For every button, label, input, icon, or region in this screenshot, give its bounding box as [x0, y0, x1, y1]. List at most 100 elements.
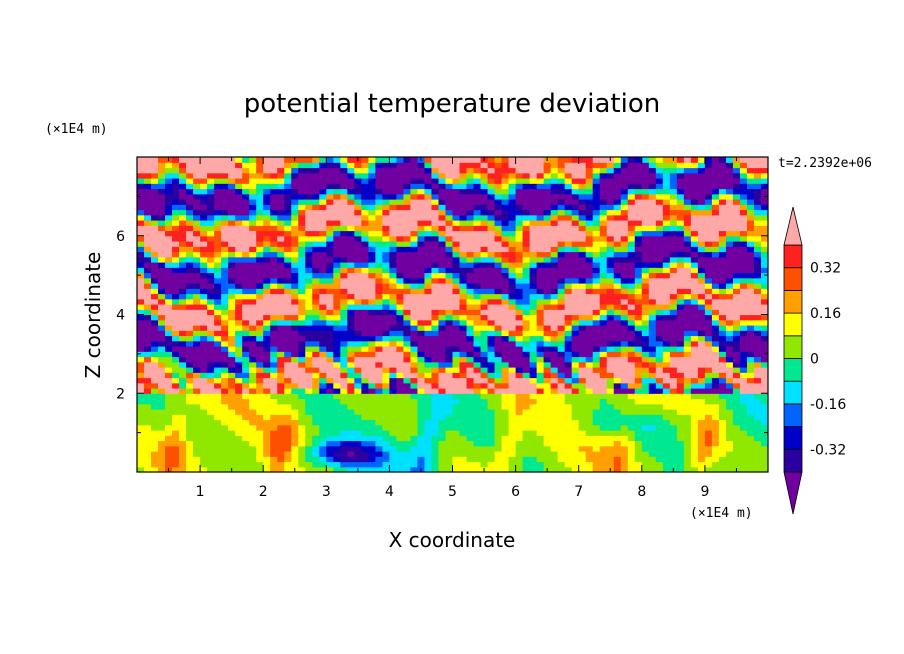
contour-cell — [277, 178, 285, 184]
contour-cell — [235, 382, 243, 389]
contour-cell — [214, 188, 222, 195]
contour-cell — [676, 241, 685, 247]
contour-cell — [606, 220, 615, 226]
contour-cell — [571, 288, 580, 295]
contour-cell — [172, 293, 180, 300]
contour-cell — [361, 246, 369, 253]
contour-cell — [382, 193, 390, 200]
contour-cell — [382, 319, 390, 326]
contour-cell — [354, 272, 362, 279]
contour-cell — [606, 167, 615, 174]
contour-cell — [655, 162, 664, 169]
contour-cell — [284, 267, 292, 274]
contour-cell — [284, 256, 292, 263]
contour-cell — [144, 298, 152, 305]
contour-cell — [508, 230, 517, 237]
contour-cell — [361, 340, 369, 347]
contour-cell — [298, 267, 306, 274]
contour-cell — [494, 445, 503, 452]
contour-cell — [389, 251, 398, 258]
contour-cell — [438, 361, 447, 368]
contour-cell — [417, 456, 426, 463]
contour-cell — [655, 372, 664, 379]
contour-cell — [193, 314, 201, 321]
contour-cell — [361, 267, 369, 274]
contour-cell — [193, 325, 201, 331]
contour-cell — [543, 377, 552, 384]
contour-cell — [648, 288, 657, 295]
contour-cell — [536, 335, 545, 342]
contour-cell — [361, 199, 369, 205]
contour-cell — [648, 251, 657, 258]
contour-cell — [144, 325, 152, 331]
contour-cell — [424, 199, 433, 205]
contour-cell — [431, 193, 440, 200]
contour-cell — [543, 403, 552, 410]
contour-cell — [158, 193, 166, 200]
contour-cell — [158, 209, 166, 216]
contour-cell — [452, 272, 461, 279]
contour-cell — [529, 298, 538, 305]
contour-cell — [319, 377, 327, 384]
contour-cell — [606, 246, 615, 253]
contour-cell — [459, 325, 468, 331]
contour-cell — [578, 157, 587, 163]
contour-cell — [613, 209, 622, 216]
contour-cell — [487, 293, 496, 300]
contour-cell — [662, 393, 671, 400]
contour-cell — [242, 440, 250, 447]
contour-cell — [459, 262, 468, 268]
contour-cell — [606, 314, 615, 321]
contour-cell — [683, 246, 692, 253]
contour-cell — [277, 445, 285, 452]
contour-cell — [487, 172, 496, 179]
contour-cell — [599, 335, 608, 342]
contour-cell — [298, 340, 306, 347]
contour-cell — [305, 335, 313, 342]
contour-cell — [494, 251, 503, 258]
contour-cell — [529, 241, 538, 247]
contour-cell — [529, 403, 538, 410]
contour-cell — [242, 204, 250, 211]
contour-cell — [648, 283, 657, 289]
contour-cell — [704, 251, 713, 258]
contour-cell — [144, 340, 152, 347]
contour-cell — [494, 235, 503, 242]
contour-cell — [480, 167, 489, 174]
contour-cell — [606, 367, 615, 373]
contour-cell — [172, 288, 180, 295]
contour-cell — [585, 251, 594, 258]
contour-cell — [214, 430, 222, 436]
contour-cell — [172, 178, 180, 184]
contour-cell — [319, 246, 327, 253]
contour-cell — [445, 225, 454, 232]
contour-cell — [662, 288, 671, 295]
contour-cell — [305, 340, 313, 347]
contour-cell — [578, 267, 587, 274]
contour-cell — [550, 157, 559, 163]
contour-cell — [263, 414, 271, 421]
contour-cell — [403, 188, 412, 195]
contour-cell — [459, 251, 468, 258]
contour-cell — [445, 456, 454, 463]
contour-cell — [242, 304, 250, 310]
contour-cell — [592, 414, 601, 421]
contour-cell — [354, 340, 362, 347]
contour-cell — [396, 157, 405, 163]
contour-cell — [256, 409, 264, 415]
contour-cell — [249, 340, 257, 347]
contour-cell — [403, 183, 412, 190]
contour-cell — [452, 319, 461, 326]
contour-cell — [641, 456, 650, 463]
contour-cell — [235, 246, 243, 253]
contour-cell — [151, 204, 159, 211]
contour-cell — [466, 188, 475, 195]
contour-cell — [389, 340, 398, 347]
contour-cell — [592, 157, 601, 163]
contour-cell — [158, 393, 166, 400]
contour-cell — [711, 288, 720, 295]
contour-cell — [235, 277, 243, 284]
contour-cell — [676, 445, 685, 452]
contour-cell — [144, 351, 152, 358]
contour-cell — [284, 335, 292, 342]
